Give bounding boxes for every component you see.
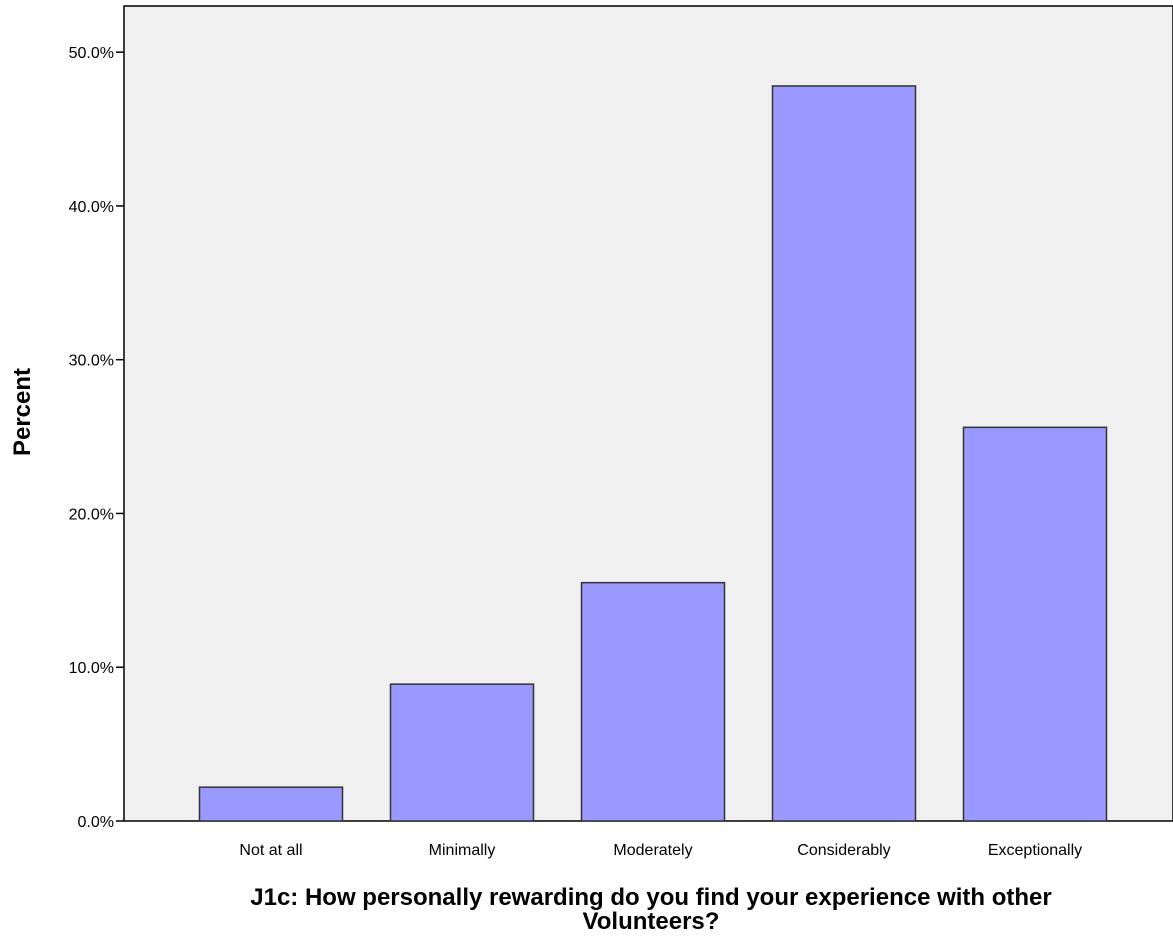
- x-tick-label: Not at all: [239, 842, 302, 859]
- x-tick-label: Moderately: [613, 842, 692, 859]
- y-axis: 0.0% 10.0% 20.0% 30.0% 40.0% 50.0%: [69, 45, 124, 831]
- x-tick-label: Considerably: [797, 842, 890, 859]
- y-tick-label: 40.0%: [69, 199, 114, 216]
- y-tick-label: 20.0%: [69, 506, 114, 523]
- bar-considerably: [771, 85, 917, 822]
- x-tick-label: Minimally: [429, 842, 496, 859]
- bar-exceptionally: [962, 426, 1108, 822]
- y-tick-label: 10.0%: [69, 660, 114, 677]
- x-axis-title-line-1: J1c: How personally rewarding do you fin…: [250, 884, 1052, 911]
- y-tick-label: 50.0%: [69, 45, 114, 62]
- bar-minimally: [389, 683, 535, 822]
- x-axis: Not at all Minimally Moderately Considerabl…: [239, 842, 1082, 859]
- bar-moderately: [580, 581, 726, 822]
- y-axis-title: Percent: [9, 368, 36, 456]
- bar-not-at-all: [198, 786, 344, 822]
- y-tick-label: 0.0%: [78, 814, 114, 831]
- x-tick-label: Exceptionally: [988, 842, 1082, 859]
- x-axis-title-line-2: Volunteers?: [583, 908, 720, 935]
- y-tick-label: 30.0%: [69, 353, 114, 370]
- bars-group: [198, 85, 1108, 822]
